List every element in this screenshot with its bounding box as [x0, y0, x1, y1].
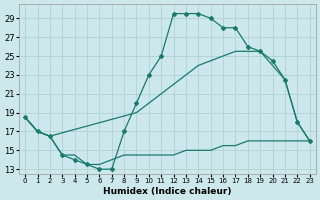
- X-axis label: Humidex (Indice chaleur): Humidex (Indice chaleur): [103, 187, 232, 196]
